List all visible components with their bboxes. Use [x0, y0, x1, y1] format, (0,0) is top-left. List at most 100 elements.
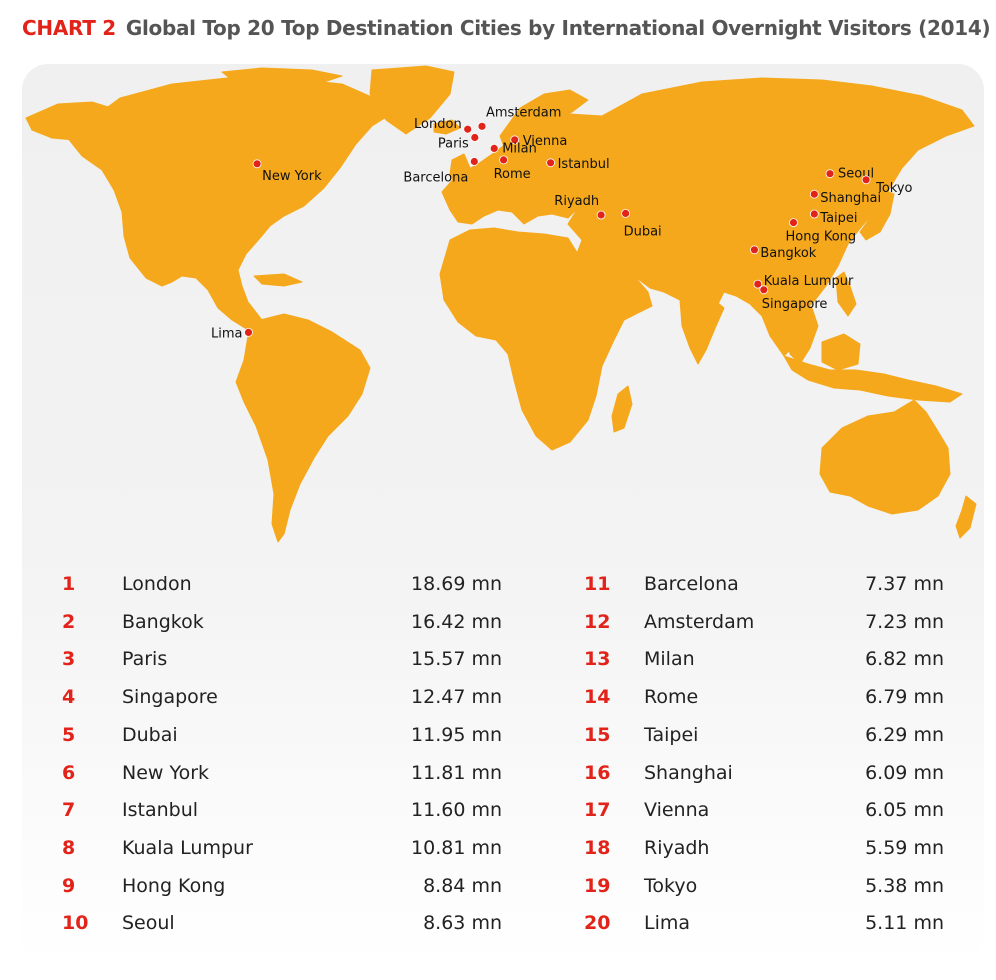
chart-title-text: Global Top 20 Top Destination Cities by …: [125, 16, 991, 40]
rank-number: 20: [584, 912, 611, 935]
city-marker-taipei: [809, 209, 819, 219]
city-label-rome: Rome: [494, 167, 531, 182]
city-marker-vienna: [510, 135, 520, 145]
rank-number: 10: [62, 912, 89, 935]
rank-visitors: 7.37 mn: [865, 573, 944, 595]
city-marker-london: [463, 124, 473, 134]
rank-visitors: 10.81 mn: [411, 836, 502, 859]
south-america: [235, 313, 371, 543]
rank-visitors: 6.09 mn: [865, 761, 944, 784]
ranking-table: 1 London 18.69 mn 2 Bangkok 16.42 mn 3 Paris 1…: [0, 567, 996, 967]
city-marker-rome: [499, 155, 509, 165]
rank-number: 2: [62, 610, 76, 633]
rank-visitors: 11.95 mn: [411, 723, 502, 746]
rank-number: 8: [62, 836, 76, 859]
city-marker-bangkok: [750, 245, 759, 255]
north-america: [65, 77, 395, 337]
chart-title: CHART 2 Global Top 20 Top Destination Cit…: [22, 16, 991, 40]
rank-city: Bangkok: [122, 610, 204, 633]
rank-visitors: 12.47 mn: [411, 686, 502, 709]
rank-visitors: 11.60 mn: [411, 799, 502, 822]
city-marker-amsterdam: [477, 121, 487, 131]
rank-number: 12: [584, 610, 611, 633]
rank-number: 4: [62, 686, 76, 709]
scandinavia: [499, 89, 589, 157]
rank-city: Taipei: [644, 723, 699, 746]
rank-city: New York: [122, 761, 210, 784]
iceland: [433, 119, 461, 135]
city-label-hong-kong: Hong Kong: [786, 230, 857, 245]
city-label-taipei: Taipei: [819, 211, 857, 226]
city-marker-singapore: [759, 285, 769, 295]
rank-city: Hong Kong: [122, 874, 226, 897]
rank-city: Istanbul: [122, 799, 199, 822]
africa: [439, 227, 627, 451]
rank-city: Vienna: [644, 799, 710, 822]
rank-city: Amsterdam: [644, 610, 755, 633]
city-label-vienna: Vienna: [523, 134, 568, 149]
city-label-barcelona: Barcelona: [403, 171, 468, 186]
rank-city: Paris: [122, 648, 168, 671]
city-marker-hong-kong: [789, 218, 798, 228]
land-masses: [25, 65, 977, 543]
rank-visitors: 8.84 mn: [423, 874, 502, 897]
city-marker-milan: [489, 144, 499, 153]
rank-city: Riyadh: [644, 836, 710, 859]
city-label-bangkok: Bangkok: [760, 246, 816, 261]
city-label-london: London: [414, 117, 462, 132]
city-label-tokyo: Tokyo: [875, 181, 912, 196]
rank-number: 18: [584, 836, 611, 859]
asia: [567, 77, 975, 357]
philippines: [835, 271, 857, 317]
alaska: [25, 101, 119, 141]
rank-visitors: 5.38 mn: [865, 874, 944, 897]
rank-row: 14 Rome 6.79 mn: [584, 680, 944, 718]
city-marker-istanbul: [546, 158, 555, 168]
rank-visitors: 15.57 mn: [411, 648, 502, 671]
rank-visitors: 6.29 mn: [865, 723, 944, 746]
rank-visitors: 5.59 mn: [865, 836, 944, 859]
rank-row: 2 Bangkok 16.42 mn: [62, 605, 502, 643]
city-marker-paris: [470, 133, 480, 142]
rank-row: 5 Dubai 11.95 mn: [62, 718, 502, 756]
rank-number: 11: [584, 573, 611, 595]
rank-row: 12 Amsterdam 7.23 mn: [584, 605, 944, 643]
madagascar: [611, 385, 633, 433]
city-marker-riyadh: [596, 210, 606, 220]
rank-number: 9: [62, 874, 76, 897]
rank-city: Lima: [644, 912, 691, 935]
city-label-amsterdam: Amsterdam: [486, 105, 561, 120]
city-label-new-york: New York: [262, 169, 322, 184]
city-marker-lima: [244, 327, 253, 337]
city-marker-kuala-lumpur: [753, 279, 763, 289]
rank-row: 18 Riyadh 5.59 mn: [584, 831, 944, 869]
city-label-kuala-lumpur: Kuala Lumpur: [764, 274, 854, 289]
rank-visitors: 5.11 mn: [865, 912, 944, 935]
new-zealand: [955, 495, 977, 539]
india: [679, 295, 725, 365]
rank-row: 19 Tokyo 5.38 mn: [584, 869, 944, 907]
rank-visitors: 11.81 mn: [411, 761, 502, 784]
british-isles: [449, 153, 471, 187]
rank-city: Shanghai: [644, 761, 733, 784]
city-marker-new-york: [252, 159, 262, 169]
rank-number: 5: [62, 723, 76, 746]
rank-row: 17 Vienna 6.05 mn: [584, 793, 944, 831]
rank-row: 10 Seoul 8.63 mn: [62, 906, 502, 944]
rank-number: 15: [584, 723, 611, 746]
city-marker-seoul: [825, 169, 835, 179]
rank-visitors: 18.69 mn: [411, 573, 502, 595]
rank-number: 7: [62, 799, 76, 822]
chart-number: CHART 2: [22, 16, 116, 40]
rank-row: 16 Shanghai 6.09 mn: [584, 756, 944, 794]
rank-visitors: 6.05 mn: [865, 799, 944, 822]
rank-number: 17: [584, 799, 611, 822]
rank-city: Dubai: [122, 723, 178, 746]
rank-visitors: 6.79 mn: [865, 686, 944, 709]
city-label-riyadh: Riyadh: [554, 194, 599, 209]
rank-number: 19: [584, 874, 611, 897]
rank-row: 11 Barcelona 7.37 mn: [584, 567, 944, 605]
rank-row: 1 London 18.69 mn: [62, 567, 502, 605]
